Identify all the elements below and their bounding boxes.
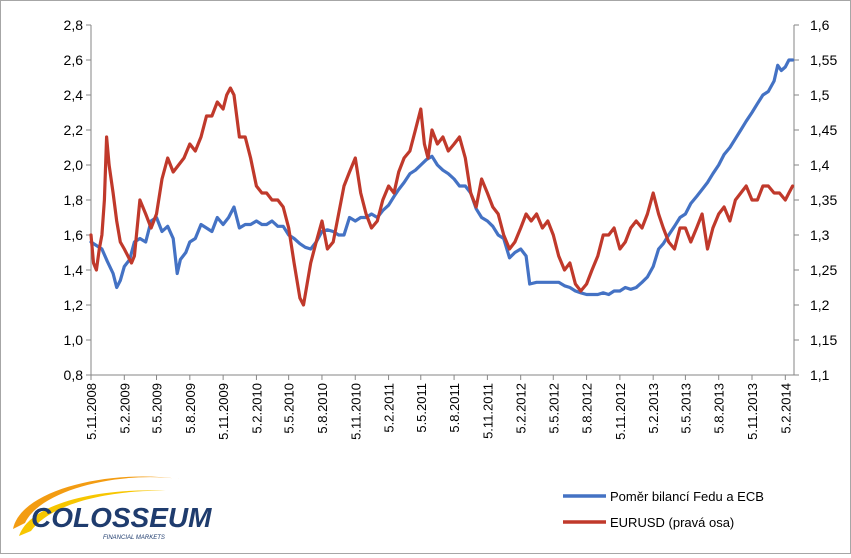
left-tick-label: 2,6 [64,52,84,68]
x-tick-label: 5.11.2010 [348,383,363,440]
right-tick-label: 1,2 [810,297,830,313]
legend-label-eurusd: EURUSD (pravá osa) [610,515,734,530]
x-tick-label: 5.8.2011 [447,383,462,433]
x-tick-label: 5.11.2009 [216,383,231,440]
left-tick-label: 0,8 [64,367,84,383]
series-layer [89,58,795,307]
left-tick-label: 1,8 [64,192,84,208]
right-tick-label: 1,15 [810,332,837,348]
x-tick-label: 5.8.2009 [183,383,198,434]
logo-tagline: FINANCIAL MARKETS [103,535,165,541]
series-line-eurusd [89,86,795,307]
logo-swoosh-yellow [19,490,171,536]
right-tick-label: 1,5 [810,87,830,103]
x-tick-label: 5.2.2014 [778,383,793,434]
right-tick-label: 1,45 [810,122,837,138]
right-tick-label: 1,55 [810,52,837,68]
right-tick-label: 1,35 [810,192,837,208]
x-tick-label: 5.2.2009 [117,383,132,434]
left-tick-label: 2,2 [64,122,84,138]
left-axis: 0,8 1,0 1,2 1,4 1,6 1,8 2,0 2,2 2,4 2,6 2,8 [64,17,91,383]
x-tick-label: 5.2.2011 [382,383,397,433]
legend: Poměr bilancí Fedu a ECB EURUSD (pravá o… [563,489,764,530]
right-axis: 1,1 1,15 1,2 1,25 1,3 1,35 1,4 1,45 1,5 1,55 1,6 [794,17,837,383]
left-tick-label: 2,8 [64,17,84,33]
plot-area [90,25,795,376]
left-tick-label: 1,4 [64,262,84,278]
x-tick-label: 5.11.2008 [84,383,99,440]
left-tick-label: 1,0 [64,332,84,348]
right-tick-label: 1,4 [810,157,830,173]
legend-label-fed-ecb: Poměr bilancí Fedu a ECB [610,489,764,504]
x-tick-label: 5.11.2011 [480,383,495,439]
x-tick-label: 5.8.2013 [712,383,727,434]
x-axis: 5.11.2008 5.2.2009 5.5.2009 5.8.2009 5.11.20… [84,375,793,440]
x-tick-label: 5.5.2010 [282,383,297,434]
x-tick-label: 5.11.2012 [613,383,628,440]
x-tick-label: 5.2.2010 [249,383,264,434]
x-tick-label: 5.2.2013 [646,383,661,434]
left-tick-label: 1,6 [64,227,84,243]
x-tick-label: 5.8.2010 [315,383,330,434]
x-tick-label: 5.5.2009 [150,383,165,434]
left-tick-label: 2,0 [64,157,84,173]
right-tick-label: 1,25 [810,262,837,278]
x-tick-label: 5.5.2012 [546,383,561,434]
right-tick-label: 1,3 [810,227,830,243]
left-tick-label: 1,2 [64,297,84,313]
logo-wordmark: COLOSSEUM [31,502,212,533]
left-tick-label: 2,4 [64,87,84,103]
colosseum-logo: COLOSSEUM FINANCIAL MARKETS [13,476,212,541]
series-line-fed-ecb-ratio [89,58,795,297]
x-tick-label: 5.8.2012 [580,383,595,434]
right-tick-label: 1,6 [810,17,830,33]
x-tick-label: 5.2.2012 [514,383,529,434]
right-tick-label: 1,1 [810,367,830,383]
x-tick-label: 5.11.2013 [745,383,760,440]
x-tick-label: 5.5.2011 [414,383,429,433]
x-tick-label: 5.5.2013 [678,383,693,434]
